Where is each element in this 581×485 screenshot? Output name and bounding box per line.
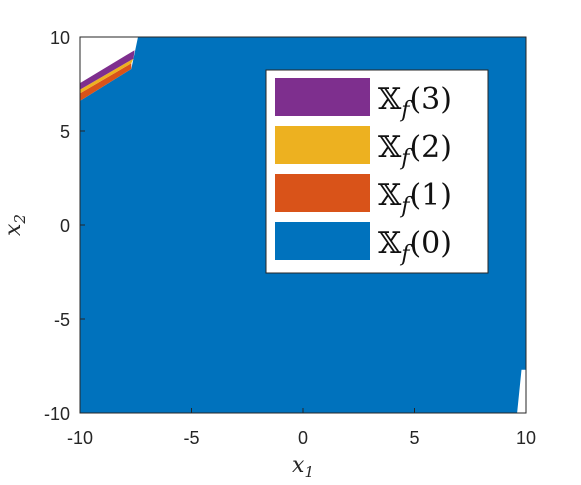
x-axis-label: x1 bbox=[292, 453, 314, 481]
legend-swatch-0 bbox=[275, 78, 370, 116]
x-tick-label: -10 bbox=[67, 428, 93, 448]
legend-label-0: 𝕏f(3) bbox=[378, 82, 452, 123]
legend-label-1: 𝕏f(2) bbox=[378, 130, 452, 171]
x-axis-label-sub: 1 bbox=[304, 463, 314, 481]
y-tick-label: 10 bbox=[50, 28, 70, 48]
legend-label-3: 𝕏f(0) bbox=[378, 226, 452, 267]
y-axis-label-base: x bbox=[1, 223, 26, 236]
x-tick-label: -5 bbox=[183, 428, 199, 448]
x-ticks: -10 -5 0 5 10 bbox=[67, 408, 536, 448]
region-xf-3 bbox=[80, 50, 135, 90]
x-axis-label-base: x bbox=[292, 453, 305, 478]
legend: 𝕏f(3) 𝕏f(2) 𝕏f(1) 𝕏f(0) bbox=[265, 69, 489, 274]
y-axis-label: x2 bbox=[1, 214, 29, 236]
y-tick-label: -5 bbox=[54, 310, 70, 330]
x-tick-label: 0 bbox=[298, 428, 308, 448]
y-ticks: -10 -5 0 5 10 bbox=[44, 28, 85, 424]
y-axis-label-sub: 2 bbox=[11, 214, 29, 225]
legend-label-2: 𝕏f(1) bbox=[378, 178, 452, 219]
legend-swatch-2 bbox=[275, 174, 370, 212]
x-tick-label: 5 bbox=[409, 428, 419, 448]
y-tick-label: -10 bbox=[44, 404, 70, 424]
y-tick-label: 0 bbox=[60, 216, 70, 236]
region-xf-2 bbox=[80, 58, 134, 94]
region-xf-1 bbox=[80, 63, 132, 101]
legend-swatch-1 bbox=[275, 126, 370, 164]
legend-swatch-3 bbox=[275, 222, 370, 260]
x-tick-label: 10 bbox=[516, 428, 536, 448]
y-tick-label: 5 bbox=[60, 122, 70, 142]
